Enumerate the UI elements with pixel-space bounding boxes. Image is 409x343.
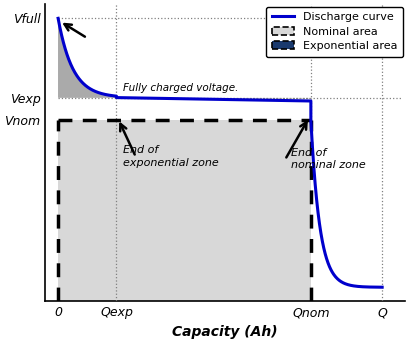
Bar bbox=[58, 120, 311, 301]
Text: End of
exponential zone: End of exponential zone bbox=[123, 145, 219, 167]
Polygon shape bbox=[58, 18, 117, 98]
Text: Fully charged voltage.: Fully charged voltage. bbox=[123, 83, 238, 93]
X-axis label: Capacity (Ah): Capacity (Ah) bbox=[172, 325, 278, 339]
Text: End of
nominal zone: End of nominal zone bbox=[292, 148, 366, 170]
Legend: Discharge curve, Nominal area, Exponential area: Discharge curve, Nominal area, Exponenti… bbox=[266, 7, 403, 57]
Polygon shape bbox=[58, 18, 117, 98]
